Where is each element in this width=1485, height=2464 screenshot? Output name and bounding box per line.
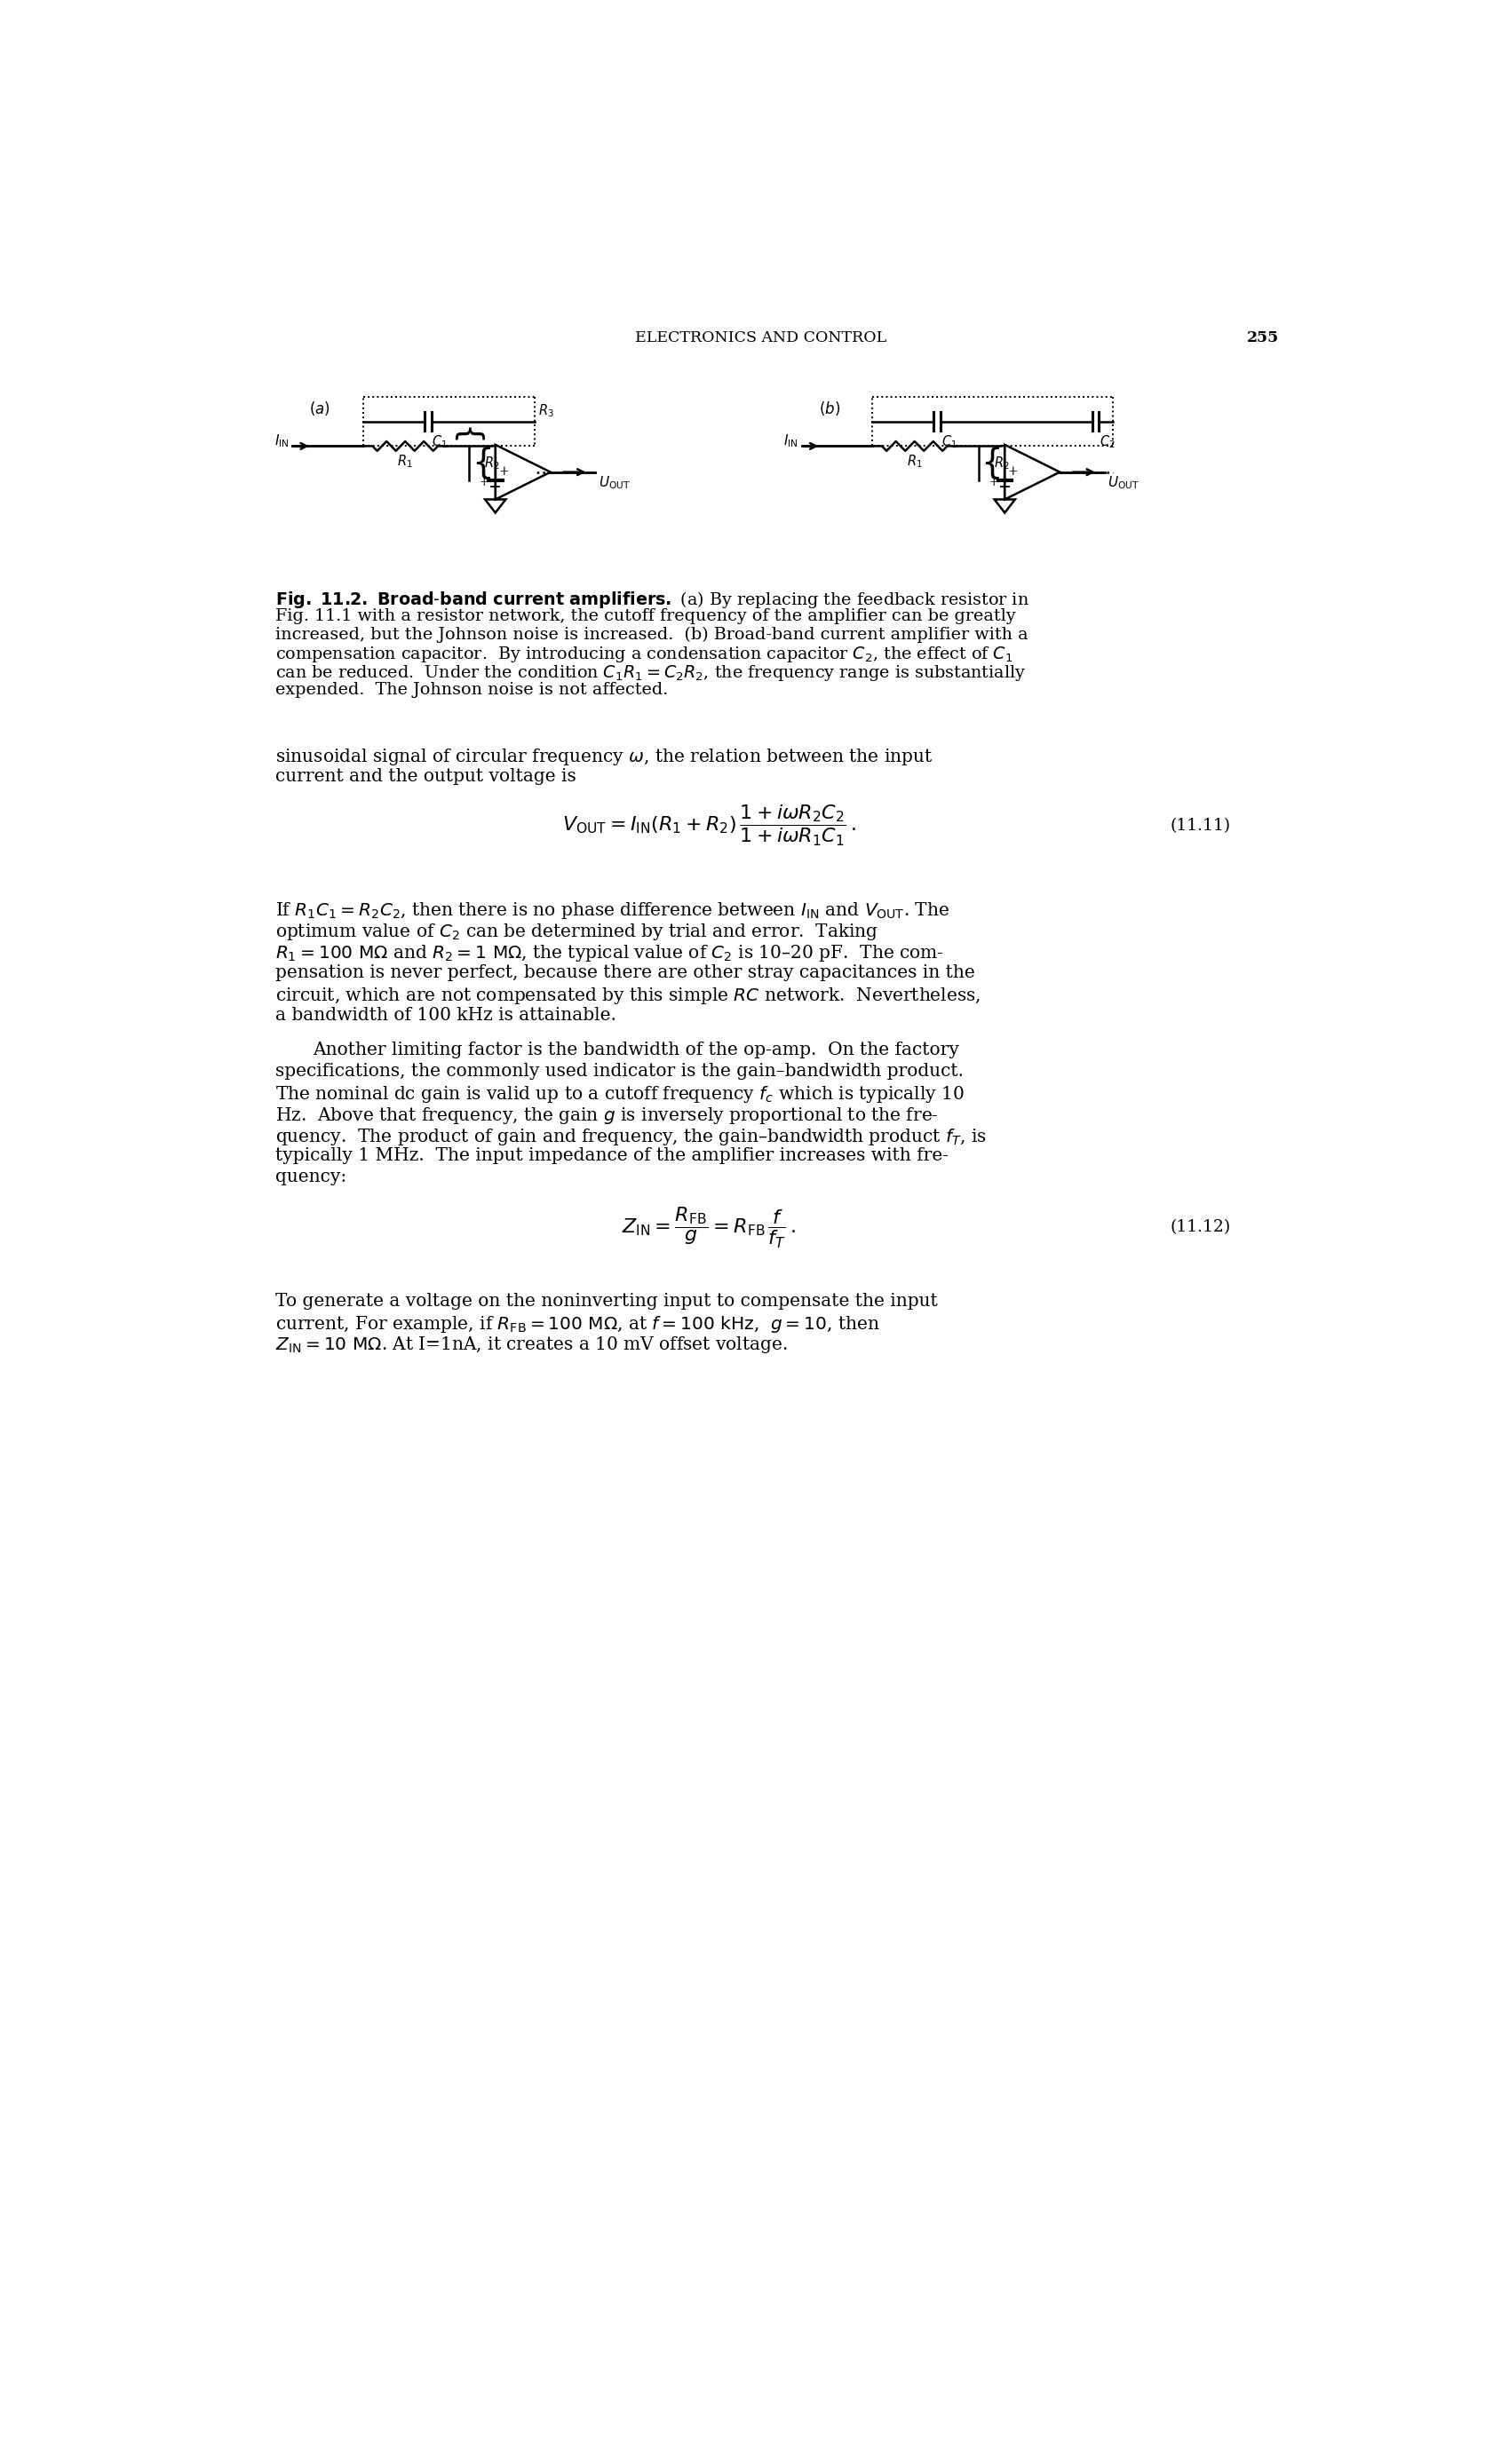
- Text: $Z_{\rm IN} = 10\ \mathrm{M}\Omega$. At I=1nA, it creates a 10 mV offset voltage: $Z_{\rm IN} = 10\ \mathrm{M}\Omega$. At …: [275, 1335, 787, 1355]
- Text: +: +: [1008, 466, 1019, 478]
- Text: $I_{\rm IN}$: $I_{\rm IN}$: [275, 431, 290, 448]
- Text: (11.11): (11.11): [1170, 818, 1231, 833]
- Text: optimum value of $C_2$ can be determined by trial and error.  Taking: optimum value of $C_2$ can be determined…: [275, 922, 878, 941]
- Text: a bandwidth of 100 kHz is attainable.: a bandwidth of 100 kHz is attainable.: [275, 1008, 616, 1023]
- Text: Fig. 11.1 with a resistor network, the cutoff frequency of the amplifier can be : Fig. 11.1 with a resistor network, the c…: [275, 609, 1016, 623]
- Text: sinusoidal signal of circular frequency $\omega$, the relation between the input: sinusoidal signal of circular frequency …: [275, 747, 933, 766]
- Text: quency:: quency:: [275, 1168, 346, 1185]
- Text: $R_1 = 100\ \mathrm{M}\Omega$ and $R_2 = 1\ \mathrm{M}\Omega$, the typical value: $R_1 = 100\ \mathrm{M}\Omega$ and $R_2 =…: [275, 944, 943, 963]
- Text: $R_1$: $R_1$: [907, 453, 922, 471]
- Text: $R_3$: $R_3$: [538, 402, 554, 419]
- Text: $U_{\rm OUT}$: $U_{\rm OUT}$: [1108, 473, 1139, 490]
- Text: can be reduced.  Under the condition $C_1R_1 = C_2R_2$, the frequency range is s: can be reduced. Under the condition $C_1…: [275, 663, 1026, 683]
- Text: $R_2$: $R_2$: [993, 456, 1010, 471]
- Text: $V_{\rm OUT} = I_{\rm IN}(R_1 + R_2)\,\dfrac{1 + i\omega R_2 C_2}{1 + i\omega R_: $V_{\rm OUT} = I_{\rm IN}(R_1 + R_2)\,\d…: [561, 803, 855, 848]
- Text: $\{$: $\{$: [980, 446, 999, 480]
- Text: pensation is never perfect, because there are other stray capacitances in the: pensation is never perfect, because ther…: [275, 963, 974, 981]
- Text: $C_1$: $C_1$: [941, 434, 958, 451]
- Text: +: +: [989, 478, 998, 488]
- Text: The nominal dc gain is valid up to a cutoff frequency $f_c$ which is typically 1: The nominal dc gain is valid up to a cut…: [275, 1084, 964, 1104]
- Text: Hz.  Above that frequency, the gain $g$ is inversely proportional to the fre-: Hz. Above that frequency, the gain $g$ i…: [275, 1106, 939, 1126]
- Text: $\{$: $\{$: [471, 446, 490, 480]
- Text: $C_1$: $C_1$: [432, 434, 448, 451]
- Text: If $R_1C_1 = R_2C_2$, then there is no phase difference between $I_{\rm IN}$ and: If $R_1C_1 = R_2C_2$, then there is no p…: [275, 902, 949, 922]
- Text: $C_2$: $C_2$: [1100, 434, 1115, 451]
- Text: To generate a voltage on the noninverting input to compensate the input: To generate a voltage on the noninvertin…: [275, 1294, 937, 1308]
- Text: circuit, which are not compensated by this simple $RC$ network.  Nevertheless,: circuit, which are not compensated by th…: [275, 986, 980, 1005]
- Text: $U_{\rm OUT}$: $U_{\rm OUT}$: [598, 473, 630, 490]
- Text: $(a)$: $(a)$: [309, 399, 330, 416]
- Text: $\mathbf{Fig.\ 11.2.\ Broad\text{-}band\ current\ amplifiers.}$ (a) By replacing: $\mathbf{Fig.\ 11.2.\ Broad\text{-}band\…: [275, 589, 1029, 611]
- Text: (11.12): (11.12): [1170, 1220, 1231, 1234]
- Text: $R_1$: $R_1$: [398, 453, 413, 471]
- Text: $R_2$: $R_2$: [484, 456, 500, 471]
- Text: current, For example, if $R_{\rm FB} = 100\ \mathrm{M}\Omega$, at $f = 100\ \mat: current, For example, if $R_{\rm FB} = 1…: [275, 1313, 879, 1333]
- Text: current and the output voltage is: current and the output voltage is: [275, 769, 576, 786]
- Text: $(b)$: $(b)$: [818, 399, 841, 416]
- Text: +: +: [480, 478, 489, 488]
- Text: specifications, the commonly used indicator is the gain–bandwidth product.: specifications, the commonly used indica…: [275, 1062, 964, 1079]
- Text: typically 1 MHz.  The input impedance of the amplifier increases with fre-: typically 1 MHz. The input impedance of …: [275, 1148, 949, 1165]
- Text: increased, but the Johnson noise is increased.  (b) Broad-band current amplifier: increased, but the Johnson noise is incr…: [275, 626, 1028, 643]
- Text: Another limiting factor is the bandwidth of the op-amp.  On the factory: Another limiting factor is the bandwidth…: [313, 1042, 959, 1060]
- Text: expended.  The Johnson noise is not affected.: expended. The Johnson noise is not affec…: [275, 683, 668, 697]
- Text: 255: 255: [1247, 330, 1279, 345]
- Text: $I_{\rm IN}$: $I_{\rm IN}$: [784, 431, 799, 448]
- Text: ELECTRONICS AND CONTROL: ELECTRONICS AND CONTROL: [636, 330, 887, 345]
- Text: $Z_{\rm IN} = \dfrac{R_{\rm FB}}{g} = R_{\rm FB}\,\dfrac{f}{f_T}\,.$: $Z_{\rm IN} = \dfrac{R_{\rm FB}}{g} = R_…: [622, 1205, 796, 1249]
- Text: compensation capacitor.  By introducing a condensation capacitor $C_2$, the effe: compensation capacitor. By introducing a…: [275, 646, 1013, 665]
- Text: $\{$: $\{$: [453, 421, 486, 441]
- Text: +: +: [499, 466, 509, 478]
- Text: quency.  The product of gain and frequency, the gain–bandwidth product $f_T$, is: quency. The product of gain and frequenc…: [275, 1126, 986, 1146]
